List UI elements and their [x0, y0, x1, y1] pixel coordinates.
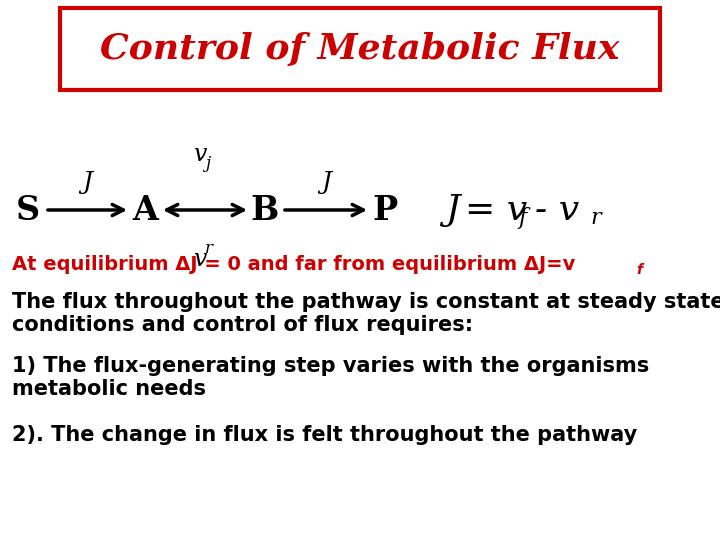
- Text: The flux throughout the pathway is constant at steady state: The flux throughout the pathway is const…: [12, 292, 720, 312]
- Text: conditions and control of flux requires:: conditions and control of flux requires:: [12, 315, 473, 335]
- Text: A: A: [132, 193, 158, 226]
- Text: Control of Metabolic Flux: Control of Metabolic Flux: [100, 32, 620, 66]
- Text: 2). The change in flux is felt throughout the pathway: 2). The change in flux is felt throughou…: [12, 425, 637, 445]
- Text: f: f: [636, 263, 642, 277]
- Text: S: S: [16, 193, 40, 226]
- Text: j: j: [205, 155, 210, 172]
- Text: J: J: [445, 193, 459, 227]
- Text: v: v: [193, 143, 207, 166]
- Text: J: J: [82, 171, 92, 194]
- Text: B: B: [251, 193, 279, 226]
- Bar: [60, 8, 660, 90]
- Text: At equilibrium ΔJ = 0 and far from equilibrium ΔJ=v: At equilibrium ΔJ = 0 and far from equil…: [12, 255, 575, 274]
- Text: f: f: [518, 207, 526, 229]
- Text: metabolic needs: metabolic needs: [12, 379, 206, 399]
- Text: r: r: [205, 240, 213, 257]
- Text: = v: = v: [465, 193, 527, 227]
- Text: 1) The flux-generating step varies with the organisms: 1) The flux-generating step varies with …: [12, 356, 649, 376]
- Text: - v: - v: [535, 193, 579, 227]
- Text: J: J: [321, 171, 331, 194]
- Text: r: r: [590, 207, 600, 229]
- Text: v: v: [193, 248, 207, 271]
- Text: P: P: [372, 193, 397, 226]
